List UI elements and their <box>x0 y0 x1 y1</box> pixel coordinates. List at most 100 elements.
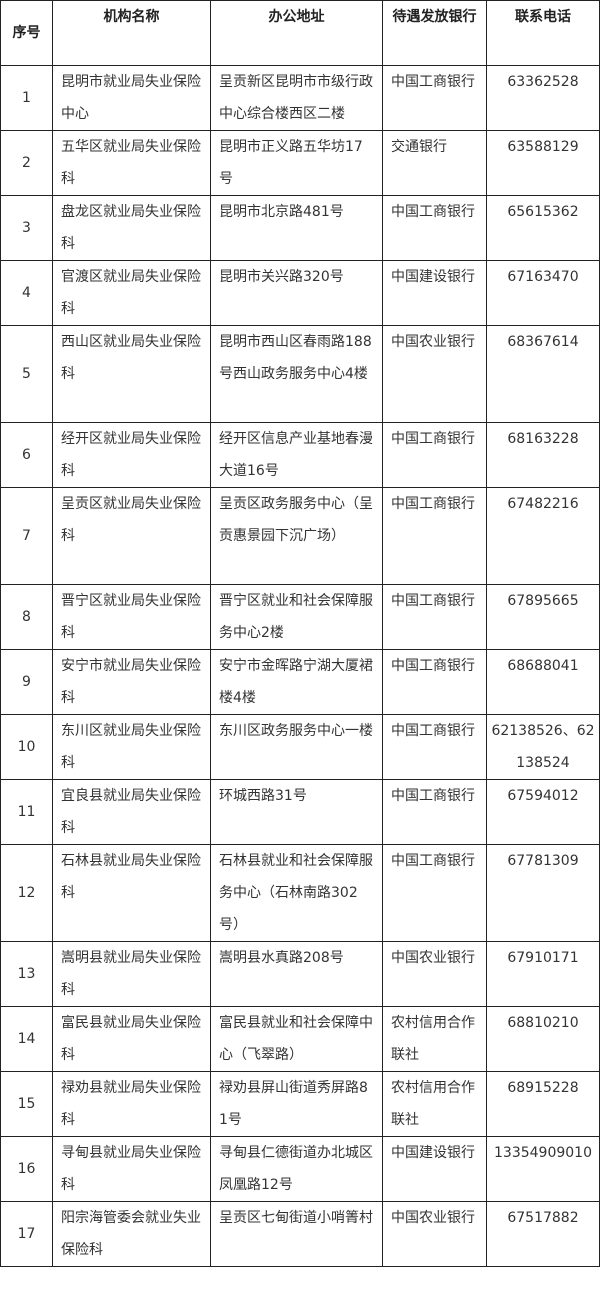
cell-name: 盘龙区就业局失业保险科 <box>52 195 211 261</box>
cell-name: 晋宁区就业局失业保险科 <box>52 584 211 650</box>
cell-bank: 中国工商银行 <box>382 487 487 585</box>
cell-index: 1 <box>0 65 53 131</box>
cell-bank: 中国农业银行 <box>382 941 487 1007</box>
cell-address: 寻甸县仁德街道办北城区凤凰路12号 <box>210 1136 383 1202</box>
cell-index: 6 <box>0 422 53 488</box>
cell-address: 昆明市正义路五华坊17号 <box>210 130 383 196</box>
cell-name: 阳宗海管委会就业失业保险科 <box>52 1201 211 1267</box>
cell-phone: 67781309 <box>486 844 600 942</box>
cell-bank: 中国工商银行 <box>382 649 487 715</box>
cell-name: 东川区就业局失业保险科 <box>52 714 211 780</box>
table-header-row: 序号 机构名称 办公地址 待遇发放银行 联系电话 <box>0 0 600 66</box>
cell-name: 富民县就业局失业保险科 <box>52 1006 211 1072</box>
cell-bank: 中国工商银行 <box>382 195 487 261</box>
table-row: 10 东川区就业局失业保险科 东川区政务服务中心一楼 中国工商银行 62138526、6… <box>0 714 600 780</box>
cell-index: 9 <box>0 649 53 715</box>
cell-phone: 62138526、62138524 <box>486 714 600 780</box>
cell-address: 东川区政务服务中心一楼 <box>210 714 383 780</box>
cell-name: 宜良县就业局失业保险科 <box>52 779 211 845</box>
cell-address: 安宁市金晖路宁湖大厦裙楼4楼 <box>210 649 383 715</box>
cell-index: 13 <box>0 941 53 1007</box>
cell-bank: 农村信用合作联社 <box>382 1071 487 1137</box>
cell-index: 17 <box>0 1201 53 1267</box>
table-body: 1 昆明市就业局失业保险中心 呈贡新区昆明市市级行政中心综合楼西区二楼 中国工商银行 6… <box>0 65 600 1267</box>
cell-phone: 68810210 <box>486 1006 600 1072</box>
cell-bank: 中国建设银行 <box>382 1136 487 1202</box>
cell-phone: 67482216 <box>486 487 600 585</box>
cell-index: 2 <box>0 130 53 196</box>
cell-address: 嵩明县水真路208号 <box>210 941 383 1007</box>
cell-name: 呈贡区就业局失业保险科 <box>52 487 211 585</box>
cell-address: 晋宁区就业和社会保障服务中心2楼 <box>210 584 383 650</box>
table-row: 13 嵩明县就业局失业保险科 嵩明县水真路208号 中国农业银行 67910171 <box>0 941 600 1007</box>
cell-address: 环城西路31号 <box>210 779 383 845</box>
cell-name: 嵩明县就业局失业保险科 <box>52 941 211 1007</box>
header-address: 办公地址 <box>210 0 383 66</box>
cell-bank: 中国农业银行 <box>382 1201 487 1267</box>
cell-bank: 中国工商银行 <box>382 779 487 845</box>
table-row: 9 安宁市就业局失业保险科 安宁市金晖路宁湖大厦裙楼4楼 中国工商银行 68688041 <box>0 649 600 715</box>
cell-address: 呈贡区政务服务中心（呈贡惠景园下沉广场） <box>210 487 383 585</box>
cell-index: 5 <box>0 325 53 423</box>
cell-name: 昆明市就业局失业保险中心 <box>52 65 211 131</box>
table-row: 14 富民县就业局失业保险科 富民县就业和社会保障中心（飞翠路） 农村信用合作联社 68… <box>0 1006 600 1072</box>
cell-phone: 67163470 <box>486 260 600 326</box>
cell-address: 富民县就业和社会保障中心（飞翠路） <box>210 1006 383 1072</box>
table-row: 16 寻甸县就业局失业保险科 寻甸县仁德街道办北城区凤凰路12号 中国建设银行 1335… <box>0 1136 600 1202</box>
table-row: 12 石林县就业局失业保险科 石林县就业和社会保障服务中心（石林南路302号） 中国工… <box>0 844 600 942</box>
cell-address: 昆明市西山区春雨路188号西山政务服务中心4楼 <box>210 325 383 423</box>
table-row: 4 官渡区就业局失业保险科 昆明市关兴路320号 中国建设银行 67163470 <box>0 260 600 326</box>
cell-phone: 67517882 <box>486 1201 600 1267</box>
cell-phone: 68915228 <box>486 1071 600 1137</box>
cell-address: 呈贡新区昆明市市级行政中心综合楼西区二楼 <box>210 65 383 131</box>
cell-phone: 68688041 <box>486 649 600 715</box>
table-row: 11 宜良县就业局失业保险科 环城西路31号 中国工商银行 67594012 <box>0 779 600 845</box>
cell-address: 石林县就业和社会保障服务中心（石林南路302号） <box>210 844 383 942</box>
cell-bank: 中国工商银行 <box>382 422 487 488</box>
cell-bank: 交通银行 <box>382 130 487 196</box>
cell-address: 昆明市北京路481号 <box>210 195 383 261</box>
header-index: 序号 <box>0 0 53 66</box>
cell-phone: 67895665 <box>486 584 600 650</box>
cell-index: 3 <box>0 195 53 261</box>
cell-bank: 中国建设银行 <box>382 260 487 326</box>
cell-index: 4 <box>0 260 53 326</box>
cell-phone: 63588129 <box>486 130 600 196</box>
cell-phone: 68367614 <box>486 325 600 423</box>
cell-address: 呈贡区七甸街道小哨箐村 <box>210 1201 383 1267</box>
cell-index: 10 <box>0 714 53 780</box>
cell-address: 经开区信息产业基地春漫大道16号 <box>210 422 383 488</box>
cell-index: 7 <box>0 487 53 585</box>
table-row: 8 晋宁区就业局失业保险科 晋宁区就业和社会保障服务中心2楼 中国工商银行 678956… <box>0 584 600 650</box>
cell-name: 五华区就业局失业保险科 <box>52 130 211 196</box>
table-row: 1 昆明市就业局失业保险中心 呈贡新区昆明市市级行政中心综合楼西区二楼 中国工商银行 6… <box>0 65 600 131</box>
table-row: 2 五华区就业局失业保险科 昆明市正义路五华坊17号 交通银行 63588129 <box>0 130 600 196</box>
cell-bank: 中国农业银行 <box>382 325 487 423</box>
cell-phone: 67910171 <box>486 941 600 1007</box>
cell-phone: 13354909010 <box>486 1136 600 1202</box>
cell-index: 16 <box>0 1136 53 1202</box>
cell-index: 12 <box>0 844 53 942</box>
cell-bank: 中国工商银行 <box>382 844 487 942</box>
cell-index: 14 <box>0 1006 53 1072</box>
header-name: 机构名称 <box>52 0 211 66</box>
table-row: 7 呈贡区就业局失业保险科 呈贡区政务服务中心（呈贡惠景园下沉广场） 中国工商银行 67… <box>0 487 600 585</box>
table-row: 15 禄劝县就业局失业保险科 禄劝县屏山街道秀屏路81号 农村信用合作联社 689152… <box>0 1071 600 1137</box>
cell-address: 禄劝县屏山街道秀屏路81号 <box>210 1071 383 1137</box>
table-row: 17 阳宗海管委会就业失业保险科 呈贡区七甸街道小哨箐村 中国农业银行 67517882 <box>0 1201 600 1267</box>
cell-address: 昆明市关兴路320号 <box>210 260 383 326</box>
cell-bank: 农村信用合作联社 <box>382 1006 487 1072</box>
header-phone: 联系电话 <box>486 0 600 66</box>
cell-index: 8 <box>0 584 53 650</box>
cell-bank: 中国工商银行 <box>382 65 487 131</box>
cell-phone: 67594012 <box>486 779 600 845</box>
table-row: 3 盘龙区就业局失业保险科 昆明市北京路481号 中国工商银行 65615362 <box>0 195 600 261</box>
cell-name: 经开区就业局失业保险科 <box>52 422 211 488</box>
table-row: 5 西山区就业局失业保险科 昆明市西山区春雨路188号西山政务服务中心4楼 中国农业银… <box>0 325 600 423</box>
cell-phone: 65615362 <box>486 195 600 261</box>
cell-index: 11 <box>0 779 53 845</box>
header-bank: 待遇发放银行 <box>382 0 487 66</box>
cell-name: 西山区就业局失业保险科 <box>52 325 211 423</box>
cell-bank: 中国工商银行 <box>382 584 487 650</box>
cell-index: 15 <box>0 1071 53 1137</box>
